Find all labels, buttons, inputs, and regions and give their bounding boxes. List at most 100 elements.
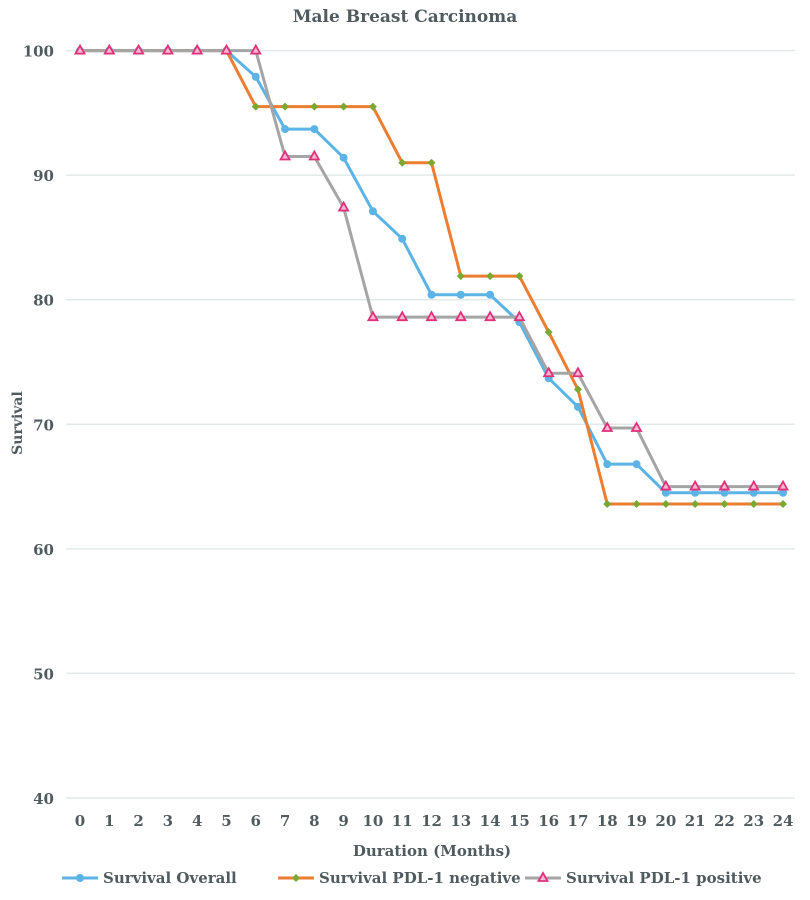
data-point: [486, 272, 495, 281]
x-tick-21: 21: [685, 812, 706, 830]
data-point: [720, 500, 729, 509]
y-axis-label: Survival: [10, 391, 26, 455]
data-point: [749, 488, 758, 497]
data-point: [454, 310, 467, 322]
x-tick-19: 19: [626, 812, 647, 830]
data-point: [191, 43, 204, 55]
data-point: [368, 207, 377, 216]
data-point: [339, 102, 348, 111]
data-point: [249, 43, 262, 55]
legend-marker: [76, 874, 84, 882]
x-tick-10: 10: [362, 812, 383, 830]
data-point: [632, 500, 641, 509]
data-point: [603, 460, 612, 469]
y-tick-labels: 40 50 60 70 80 90 100: [23, 43, 54, 808]
legend: Survival Overall Survival PDL-1 negative S…: [62, 869, 762, 887]
data-point: [718, 479, 731, 491]
legend-label: Survival PDL-1 positive: [566, 869, 762, 887]
x-tick-labels: 0 1 2 3 4 5 6 7 8 9 10 11 12 13 14 15 16 17 18 19 20 21 22 23 24: [75, 812, 794, 830]
data-point: [103, 43, 116, 55]
legend-item-0: Survival Overall: [62, 869, 237, 887]
data-point: [661, 500, 670, 509]
x-tick-16: 16: [538, 812, 559, 830]
x-tick-22: 22: [714, 812, 735, 830]
x-tick-13: 13: [450, 812, 471, 830]
y-tick-80: 80: [33, 292, 54, 310]
x-tick-3: 3: [163, 812, 173, 830]
legend-label: Survival PDL-1 negative: [319, 869, 521, 887]
data-point: [747, 479, 760, 491]
data-point: [398, 158, 407, 167]
x-tick-2: 2: [133, 812, 143, 830]
y-tick-40: 40: [33, 790, 54, 808]
series-0: [76, 46, 787, 497]
data-point: [425, 310, 438, 322]
x-tick-7: 7: [280, 812, 290, 830]
data-point: [366, 310, 379, 322]
data-point: [544, 328, 553, 337]
data-point: [630, 421, 643, 432]
x-tick-1: 1: [104, 812, 114, 830]
data-point: [776, 479, 790, 491]
data-point: [601, 421, 614, 432]
data-point: [161, 43, 174, 55]
data-point: [603, 500, 612, 509]
x-tick-20: 20: [655, 812, 676, 830]
y-tick-100: 100: [23, 43, 54, 61]
x-tick-11: 11: [392, 812, 413, 830]
data-point: [691, 488, 700, 497]
data-point: [573, 385, 582, 394]
data-point: [456, 272, 465, 281]
x-tick-4: 4: [192, 812, 202, 830]
y-tick-90: 90: [33, 167, 54, 185]
data-point: [573, 402, 582, 411]
x-tick-14: 14: [480, 812, 501, 830]
data-point: [220, 43, 233, 55]
data-point: [339, 153, 348, 162]
data-point: [571, 366, 584, 378]
data-point: [720, 488, 729, 497]
legend-marker: [292, 874, 300, 882]
x-tick-8: 8: [309, 812, 319, 830]
data-point: [542, 366, 555, 378]
x-tick-5: 5: [221, 812, 231, 830]
legend-item-1: Survival PDL-1 negative: [278, 869, 521, 887]
data-point: [484, 310, 497, 322]
data-point: [337, 200, 350, 212]
legend-marker: [536, 871, 550, 882]
data-point: [427, 158, 436, 167]
x-tick-18: 18: [597, 812, 618, 830]
data-point: [73, 43, 87, 55]
series-line-2: [80, 49, 783, 489]
x-tick-12: 12: [421, 812, 442, 830]
data-point: [281, 125, 290, 134]
series-2: [73, 43, 790, 491]
data-point: [398, 234, 407, 243]
data-point: [515, 272, 524, 281]
series-line-0: [80, 49, 783, 495]
x-tick-17: 17: [568, 812, 589, 830]
data-point: [456, 290, 465, 299]
data-point: [310, 102, 319, 111]
data-point: [661, 488, 670, 497]
data-point: [659, 479, 672, 491]
data-point: [310, 125, 319, 134]
data-point: [368, 102, 377, 111]
data-point: [279, 149, 292, 161]
data-point: [251, 72, 260, 81]
data-point: [749, 500, 758, 509]
data-point: [396, 310, 409, 322]
series-1: [76, 46, 787, 509]
data-point: [691, 500, 700, 509]
data-point: [779, 488, 787, 497]
data-point: [513, 310, 526, 322]
data-point: [251, 102, 260, 111]
x-tick-23: 23: [743, 812, 764, 830]
y-tick-60: 60: [33, 541, 54, 559]
data-point: [427, 290, 436, 299]
x-tick-24: 24: [773, 812, 794, 830]
data-point: [689, 479, 702, 491]
y-tick-70: 70: [33, 416, 54, 434]
x-tick-6: 6: [251, 812, 261, 830]
